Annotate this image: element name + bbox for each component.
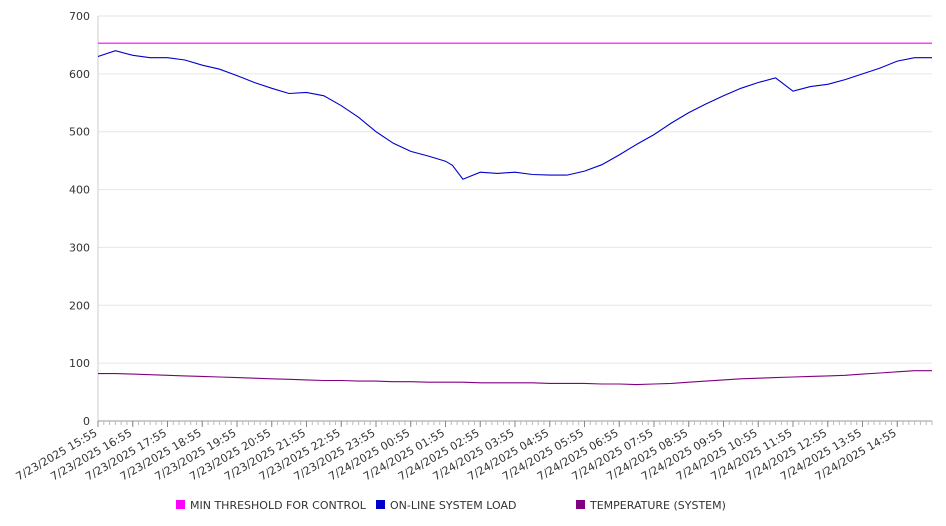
y-tick-label: 600 (69, 68, 90, 81)
legend-label: ON-LINE SYSTEM LOAD (390, 499, 516, 512)
y-tick-label: 300 (69, 241, 90, 254)
y-tick-label: 400 (69, 184, 90, 197)
y-axis: 0 100 200 300 400 500 600 700 (69, 10, 99, 428)
grid-lines (98, 15, 932, 364)
series-line-1 (97, 50, 932, 180)
legend-label: MIN THRESHOLD FOR CONTROL (190, 499, 367, 512)
y-tick-label: 100 (69, 357, 90, 370)
legend-label: TEMPERATURE (SYSTEM) (589, 499, 726, 512)
y-tick-label: 500 (69, 126, 90, 139)
series-lines (97, 42, 932, 386)
legend-swatch (376, 500, 385, 509)
legend-swatch (576, 500, 585, 509)
x-axis: 7/23/2025 15:557/23/2025 16:557/23/2025 … (14, 420, 933, 483)
legend-swatch (176, 500, 185, 509)
y-tick-label: 700 (69, 10, 90, 23)
y-tick-label: 200 (69, 299, 90, 312)
y-tick-label: 0 (83, 415, 90, 428)
legend: MIN THRESHOLD FOR CONTROL ON-LINE SYSTEM … (176, 499, 726, 512)
series-line-2 (98, 370, 932, 386)
